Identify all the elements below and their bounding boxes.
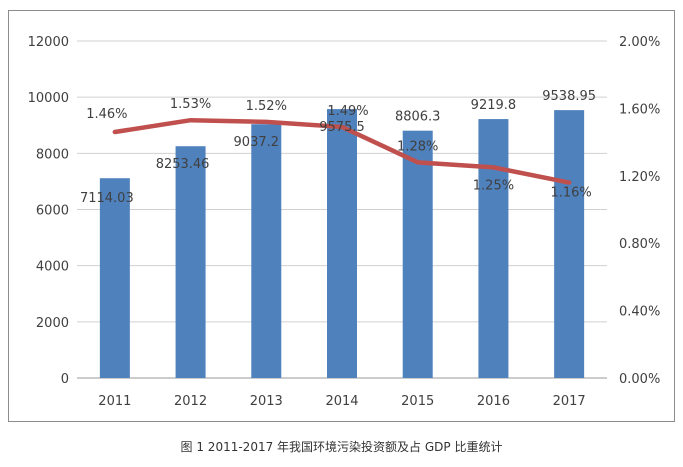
- line-data-label: 1.46%: [86, 107, 127, 122]
- x-tick-label: 2011: [98, 394, 131, 409]
- line-data-label: 1.49%: [327, 104, 368, 119]
- line-series: [112, 117, 572, 185]
- left-y-axis: 0 2000 4000 6000 8000 10000 12000: [28, 35, 69, 387]
- bar-data-label: 9538.95: [542, 89, 596, 104]
- left-tick-label: 2000: [36, 316, 69, 331]
- bar-data-label: 9575.5: [319, 120, 365, 135]
- x-tick-label: 2017: [553, 394, 586, 409]
- line-data-label: 1.16%: [550, 186, 591, 201]
- line-data-label: 1.53%: [170, 97, 211, 112]
- bar: [175, 146, 206, 378]
- bar: [402, 130, 433, 378]
- right-tick-label: 2.00%: [619, 35, 660, 50]
- bar: [554, 110, 585, 378]
- left-tick-label: 0: [61, 372, 69, 387]
- bar-data-label: 7114.03: [80, 191, 134, 206]
- right-tick-label: 0.40%: [619, 305, 660, 320]
- left-tick-label: 10000: [28, 91, 69, 106]
- right-tick-label: 1.20%: [619, 170, 660, 185]
- x-tick-label: 2016: [477, 394, 510, 409]
- left-tick-label: 12000: [28, 35, 69, 50]
- right-tick-label: 0.00%: [619, 372, 660, 387]
- line-data-labels: 1.46% 1.53% 1.52% 1.49% 1.28% 1.25% 1.16%: [86, 97, 592, 200]
- line-data-label: 1.52%: [246, 99, 287, 114]
- line-data-label: 1.25%: [473, 178, 514, 193]
- x-tick-label: 2012: [174, 394, 207, 409]
- bar-data-label: 8253.46: [156, 157, 210, 172]
- bar-data-label: 8806.3: [395, 110, 441, 125]
- bar-data-label: 9037.2: [234, 135, 280, 150]
- bar-data-label: 9219.8: [471, 98, 517, 113]
- x-tick-label: 2014: [325, 394, 358, 409]
- x-tick-label: 2013: [250, 394, 283, 409]
- right-tick-label: 1.60%: [619, 102, 660, 117]
- left-tick-label: 6000: [36, 204, 69, 219]
- x-tick-label: 2015: [401, 394, 434, 409]
- chart-frame: 0 2000 4000 6000 8000 10000 12000 0.00% 0.40% 0.…: [8, 10, 675, 422]
- right-tick-label: 0.80%: [619, 237, 660, 252]
- bar: [99, 178, 130, 378]
- figure-caption: 图 1 2011-2017 年我国环境污染投资额及占 GDP 比重统计: [180, 440, 503, 454]
- line-data-label: 1.28%: [397, 139, 438, 154]
- x-axis: 2011 2012 2013 2014 2015 2016 2017: [98, 394, 585, 409]
- bar: [478, 119, 509, 379]
- left-tick-label: 8000: [36, 147, 69, 162]
- left-tick-label: 4000: [36, 260, 69, 275]
- right-y-axis: 0.00% 0.40% 0.80% 1.20% 1.60% 2.00%: [619, 35, 660, 387]
- bar-data-labels: 7114.03 8253.46 9037.2 9575.5 8806.3 9219.8 95…: [80, 89, 596, 206]
- bar-series: [99, 109, 585, 379]
- bar: [251, 124, 282, 379]
- bar: [327, 109, 357, 378]
